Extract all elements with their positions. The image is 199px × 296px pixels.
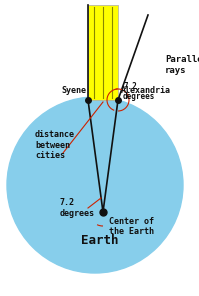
Text: 7.2
degrees: 7.2 degrees: [60, 198, 95, 218]
Circle shape: [7, 97, 183, 273]
Text: Syene: Syene: [61, 86, 86, 95]
Text: Parallel
rays: Parallel rays: [165, 55, 199, 75]
Bar: [88, 5, 118, 100]
Text: Center of
the Earth: Center of the Earth: [109, 217, 154, 237]
Text: Sun: Sun: [94, 0, 112, 2]
Text: Alexandria: Alexandria: [121, 86, 171, 95]
Text: 7.2
degrees: 7.2 degrees: [123, 82, 155, 102]
Text: distance
between
cities: distance between cities: [35, 130, 75, 160]
Text: Earth: Earth: [81, 234, 119, 247]
